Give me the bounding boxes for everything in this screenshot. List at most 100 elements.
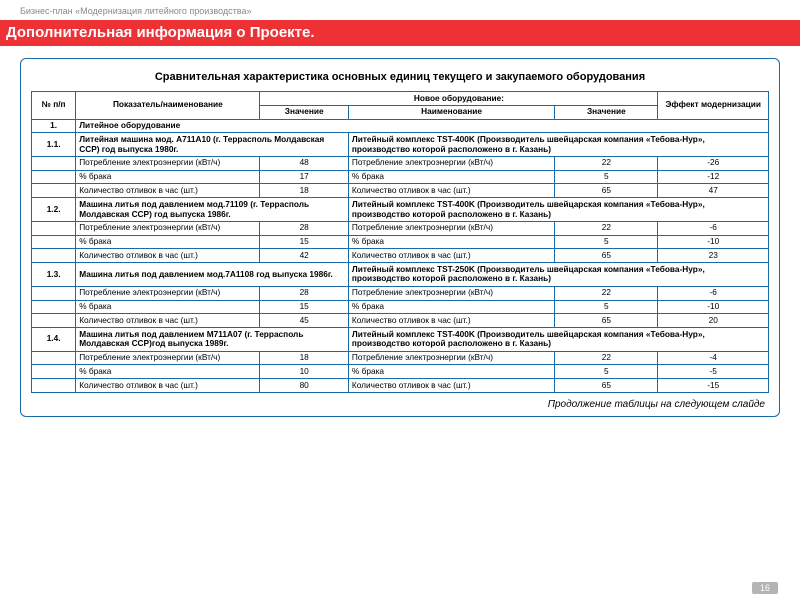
cell-new-metric-label: % брака (348, 235, 554, 249)
cell-new-equipment: Литейный комплекс TST-400K (Производител… (348, 328, 768, 352)
cell-new-metric-label: % брака (348, 365, 554, 379)
table-row: % брака17% брака5-12 (32, 170, 769, 184)
cell-metric-label: Потребление электроэнергии (кВт/ч) (76, 221, 260, 235)
table-row: Потребление электроэнергии (кВт/ч)28Потр… (32, 286, 769, 300)
cell-old-value: 10 (260, 365, 348, 379)
cell-old-value: 28 (260, 221, 348, 235)
cell-new-metric-label: Количество отливок в час (шт.) (348, 184, 554, 198)
cell-old-value: 15 (260, 300, 348, 314)
cell-blank (32, 365, 76, 379)
cell-new-value: 5 (555, 365, 658, 379)
cell-new-value: 5 (555, 300, 658, 314)
cell-metric-label: % брака (76, 365, 260, 379)
cell-metric-label: Количество отливок в час (шт.) (76, 249, 260, 263)
cell-blank (32, 170, 76, 184)
cell-new-value: 65 (555, 249, 658, 263)
cell-old-value: 42 (260, 249, 348, 263)
cell-num: 1.4. (32, 328, 76, 352)
cell-effect-value: -6 (658, 221, 769, 235)
cell-effect-value: -26 (658, 156, 769, 170)
cell-new-metric-label: Потребление электроэнергии (кВт/ч) (348, 156, 554, 170)
cell-num: 1.2. (32, 198, 76, 222)
th-npp: № п/п (32, 92, 76, 120)
table-row: Количество отливок в час (шт.)18Количест… (32, 184, 769, 198)
cell-new-value: 22 (555, 156, 658, 170)
cell-effect-value: -6 (658, 286, 769, 300)
doc-header: Бизнес-план «Модернизация литейного прои… (0, 0, 800, 20)
cell-blank (32, 379, 76, 393)
cell-section-label: Литейное оборудование (76, 119, 769, 133)
continuation-note: Продолжение таблицы на следующем слайде (31, 399, 765, 410)
table-row: Количество отливок в час (шт.)45Количест… (32, 314, 769, 328)
th-new-equip: Новое оборудование: (260, 92, 658, 106)
cell-new-value: 22 (555, 221, 658, 235)
table-row: % брака15% брака5-10 (32, 235, 769, 249)
table-row: 1.4.Машина литья под давлением М711А07 (… (32, 328, 769, 352)
cell-new-value: 22 (555, 351, 658, 365)
table-row: % брака10% брака5-5 (32, 365, 769, 379)
section-title-bar: Дополнительная информация о Проекте. (0, 20, 800, 46)
page-number: 16 (752, 582, 778, 594)
th-effect: Эффект модернизации (658, 92, 769, 120)
cell-old-value: 15 (260, 235, 348, 249)
cell-effect-value: -12 (658, 170, 769, 184)
cell-old-equipment: Машина литья под давлением мод.71109 (г.… (76, 198, 349, 222)
cell-effect-value: -15 (658, 379, 769, 393)
th-pokazatel: Показатель/наименование (76, 92, 260, 120)
cell-old-value: 17 (260, 170, 348, 184)
cell-effect-value: -4 (658, 351, 769, 365)
cell-new-value: 65 (555, 379, 658, 393)
cell-effect-value: 20 (658, 314, 769, 328)
cell-blank (32, 314, 76, 328)
cell-blank (32, 351, 76, 365)
cell-old-value: 48 (260, 156, 348, 170)
cell-metric-label: % брака (76, 300, 260, 314)
cell-blank (32, 300, 76, 314)
cell-old-equipment: Машина литья под давлением М711А07 (г. Т… (76, 328, 349, 352)
cell-old-equipment: Машина литья под давлением мод.7А1108 го… (76, 263, 349, 287)
cell-new-equipment: Литейный комплекс TST-400K (Производител… (348, 133, 768, 157)
cell-effect-value: 47 (658, 184, 769, 198)
table-row: 1.1.Литейная машина мод. А711А10 (г. Тер… (32, 133, 769, 157)
cell-old-value: 28 (260, 286, 348, 300)
content-frame: Сравнительная характеристика основных ед… (20, 58, 780, 417)
cell-metric-label: % брака (76, 170, 260, 184)
cell-num: 1.1. (32, 133, 76, 157)
cell-blank (32, 156, 76, 170)
cell-new-metric-label: Количество отливок в час (шт.) (348, 379, 554, 393)
table-body: 1. Литейное оборудование 1.1.Литейная ма… (32, 119, 769, 392)
table-row: 1.3.Машина литья под давлением мод.7А110… (32, 263, 769, 287)
cell-blank (32, 184, 76, 198)
cell-new-value: 5 (555, 170, 658, 184)
table-row: Количество отливок в час (шт.)42Количест… (32, 249, 769, 263)
cell-new-value: 22 (555, 286, 658, 300)
cell-metric-label: % брака (76, 235, 260, 249)
cell-metric-label: Потребление электроэнергии (кВт/ч) (76, 156, 260, 170)
cell-new-value: 5 (555, 235, 658, 249)
cell-new-metric-label: Потребление электроэнергии (кВт/ч) (348, 286, 554, 300)
cell-old-equipment: Литейная машина мод. А711А10 (г. Террасп… (76, 133, 349, 157)
cell-blank (32, 235, 76, 249)
cell-num: 1.3. (32, 263, 76, 287)
cell-effect-value: -10 (658, 235, 769, 249)
cell-blank (32, 249, 76, 263)
cell-metric-label: Потребление электроэнергии (кВт/ч) (76, 351, 260, 365)
table-row: 1.2.Машина литья под давлением мод.71109… (32, 198, 769, 222)
cell-new-metric-label: Потребление электроэнергии (кВт/ч) (348, 351, 554, 365)
cell-new-value: 65 (555, 314, 658, 328)
cell-new-metric-label: Количество отливок в час (шт.) (348, 249, 554, 263)
cell-metric-label: Потребление электроэнергии (кВт/ч) (76, 286, 260, 300)
th-znach-old: Значение (260, 105, 348, 119)
cell-effect-value: 23 (658, 249, 769, 263)
cell-effect-value: -5 (658, 365, 769, 379)
cell-new-metric-label: Потребление электроэнергии (кВт/ч) (348, 221, 554, 235)
cell-num: 1. (32, 119, 76, 133)
cell-old-value: 18 (260, 351, 348, 365)
cell-metric-label: Количество отливок в час (шт.) (76, 314, 260, 328)
th-naim: Наименование (348, 105, 554, 119)
table-row: Потребление электроэнергии (кВт/ч)28Потр… (32, 221, 769, 235)
cell-new-metric-label: % брака (348, 170, 554, 184)
cell-new-value: 65 (555, 184, 658, 198)
table-row: Потребление электроэнергии (кВт/ч)18Потр… (32, 351, 769, 365)
cell-new-metric-label: % брака (348, 300, 554, 314)
